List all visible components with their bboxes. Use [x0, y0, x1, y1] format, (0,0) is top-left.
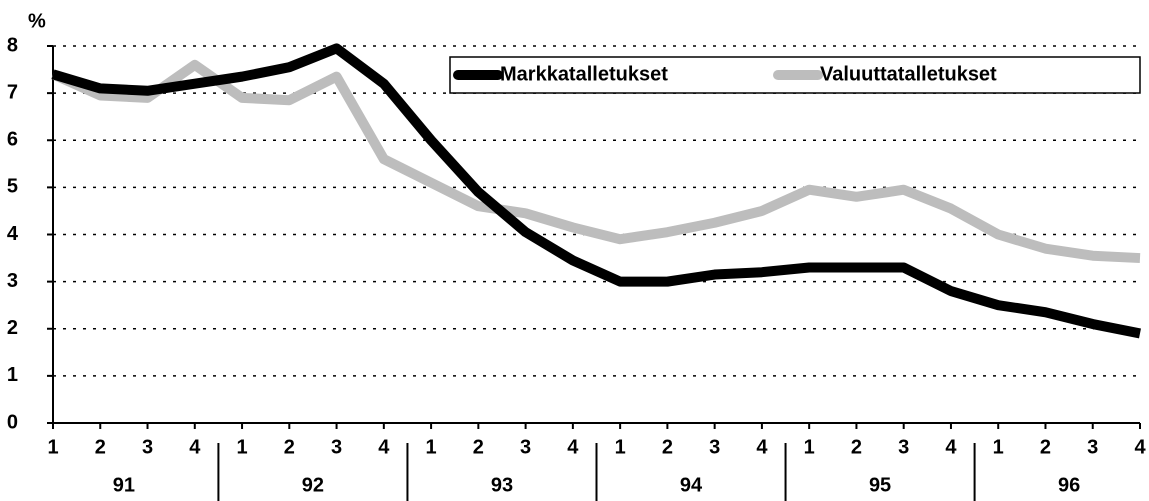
y-tick-label: 6 — [7, 129, 18, 151]
x-tick-label: 1 — [426, 436, 437, 458]
legend-box — [449, 56, 1141, 94]
x-tick-label: 3 — [709, 436, 720, 458]
series-line — [50, 59, 1141, 264]
x-tick-label: 4 — [378, 436, 390, 458]
y-axis-label: % — [28, 10, 46, 32]
x-tick-label: 2 — [1040, 436, 1051, 458]
y-tick-label: 3 — [7, 270, 18, 292]
x-tick-label: 2 — [851, 436, 862, 458]
legend-label: Valuuttatalletukset — [820, 63, 997, 85]
x-tick-label: 1 — [615, 436, 626, 458]
x-tick-label: 4 — [756, 436, 768, 458]
y-tick-label: 0 — [7, 411, 18, 433]
y-tick-label: 7 — [7, 81, 18, 103]
series-line — [51, 43, 1141, 339]
year-label: 96 — [1058, 474, 1080, 496]
y-tick-label: 5 — [7, 176, 18, 198]
x-tick-label: 2 — [284, 436, 295, 458]
y-tick-label: 8 — [7, 34, 18, 56]
x-tick-label: 3 — [142, 436, 153, 458]
x-tick-label: 3 — [1087, 436, 1098, 458]
x-tick-label: 1 — [993, 436, 1004, 458]
year-label: 94 — [680, 474, 703, 496]
x-tick-label: 2 — [95, 436, 106, 458]
y-tick-label: 4 — [7, 223, 19, 245]
x-tick-label: 4 — [189, 436, 201, 458]
x-tick-label: 1 — [804, 436, 815, 458]
y-tick-label: 2 — [7, 317, 18, 339]
year-label: 93 — [491, 474, 513, 496]
x-tick-label: 1 — [47, 436, 58, 458]
x-tick-label: 4 — [567, 436, 579, 458]
x-tick-label: 2 — [662, 436, 673, 458]
x-tick-label: 3 — [898, 436, 909, 458]
x-tick-label: 4 — [1134, 436, 1146, 458]
x-tick-label: 1 — [236, 436, 247, 458]
x-tick-label: 3 — [331, 436, 342, 458]
x-tick-label: 4 — [945, 436, 957, 458]
year-label: 91 — [113, 474, 135, 496]
year-label: 92 — [302, 474, 324, 496]
x-tick-label: 3 — [520, 436, 531, 458]
y-tick-label: 1 — [7, 364, 18, 386]
legend-label: Markkatalletukset — [500, 63, 668, 85]
x-tick-label: 2 — [473, 436, 484, 458]
year-label: 95 — [869, 474, 891, 496]
